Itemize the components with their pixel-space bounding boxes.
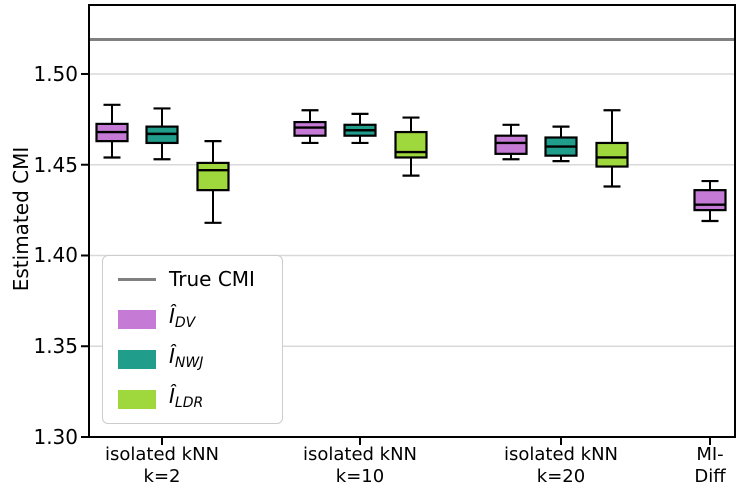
x-tick-label: isolated kNN k=20 — [503, 444, 619, 487]
legend-math-subscript: DV — [174, 314, 196, 331]
legend-math-subscript: NWJ — [174, 354, 204, 371]
x-tick-label: isolated kNN k=10 — [302, 444, 418, 487]
legend-math-base: Î — [169, 383, 175, 408]
legend-patch-swatch — [118, 389, 156, 409]
legend: True CMI ÎDV ÎNWJ ÎLDR — [102, 255, 283, 424]
legend-math-base: Î — [169, 343, 175, 368]
legend-row: ÎNWJ — [118, 339, 282, 379]
box-i_dv-4 — [693, 189, 727, 212]
box-i_ldr-1 — [196, 161, 230, 192]
box-i_dv-3 — [494, 134, 528, 155]
legend-label: ÎDV — [169, 304, 195, 335]
box-i_ldr-3 — [595, 141, 629, 168]
legend-row: ÎDV — [118, 299, 282, 339]
legend-patch-swatch — [118, 349, 156, 369]
x-tick-label: MI-Diff — [694, 444, 726, 487]
legend-row: ÎLDR — [118, 379, 282, 419]
legend-math-subscript: LDR — [174, 394, 204, 411]
legend-label: ÎNWJ — [169, 344, 203, 375]
legend-math-base: Î — [169, 303, 175, 328]
legend-row: True CMI — [118, 259, 282, 299]
legend-patch-swatch — [118, 309, 156, 329]
y-tick-label: 1.35 — [33, 334, 78, 359]
box-i_ldr-2 — [394, 130, 428, 159]
legend-label: True CMI — [169, 267, 255, 291]
legend-label: ÎLDR — [169, 384, 203, 415]
x-tick-label: isolated kNN k=2 — [104, 444, 220, 487]
y-tick-label: 1.30 — [33, 425, 78, 449]
box-i_dv-2 — [293, 120, 327, 137]
y-tick-label: 1.40 — [33, 243, 78, 268]
y-tick-label: 1.45 — [33, 152, 78, 177]
plot-border — [88, 4, 736, 438]
legend-line-swatch — [118, 277, 156, 281]
y-tick-label: 1.50 — [33, 61, 78, 86]
